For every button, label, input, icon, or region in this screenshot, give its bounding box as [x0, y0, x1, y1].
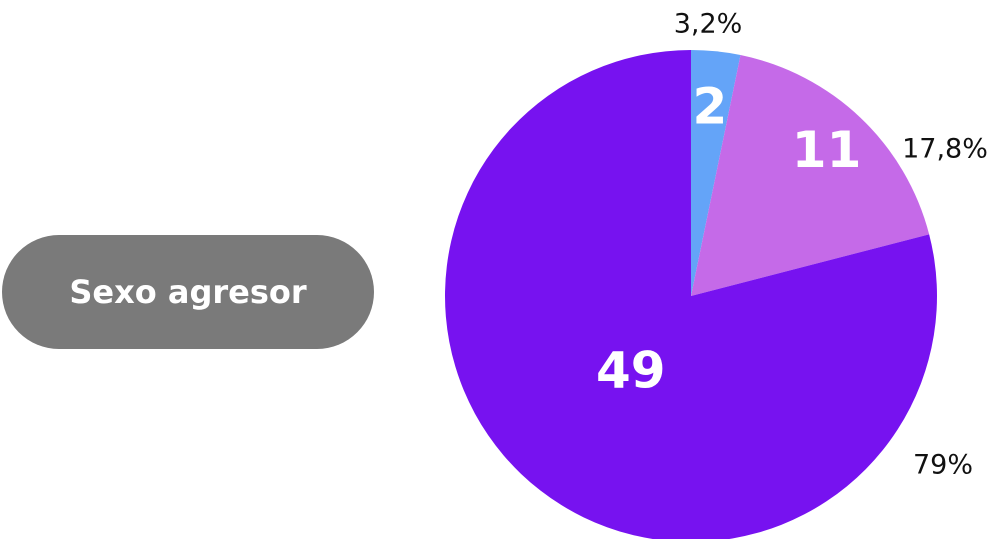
slice-percent-label: 17,8% [902, 134, 988, 165]
slice-percent-label: 79% [913, 450, 973, 481]
pie-slice [691, 50, 741, 296]
pie-slice [445, 50, 937, 539]
chart-title: Sexo agresor [69, 273, 307, 311]
slice-value-label: 2 [693, 77, 728, 135]
slice-value-label: 49 [596, 341, 666, 399]
slice-percent-label: 3,2% [674, 9, 743, 40]
pie-slice [691, 55, 930, 297]
title-pill [2, 235, 374, 349]
slice-value-label: 11 [792, 121, 862, 179]
